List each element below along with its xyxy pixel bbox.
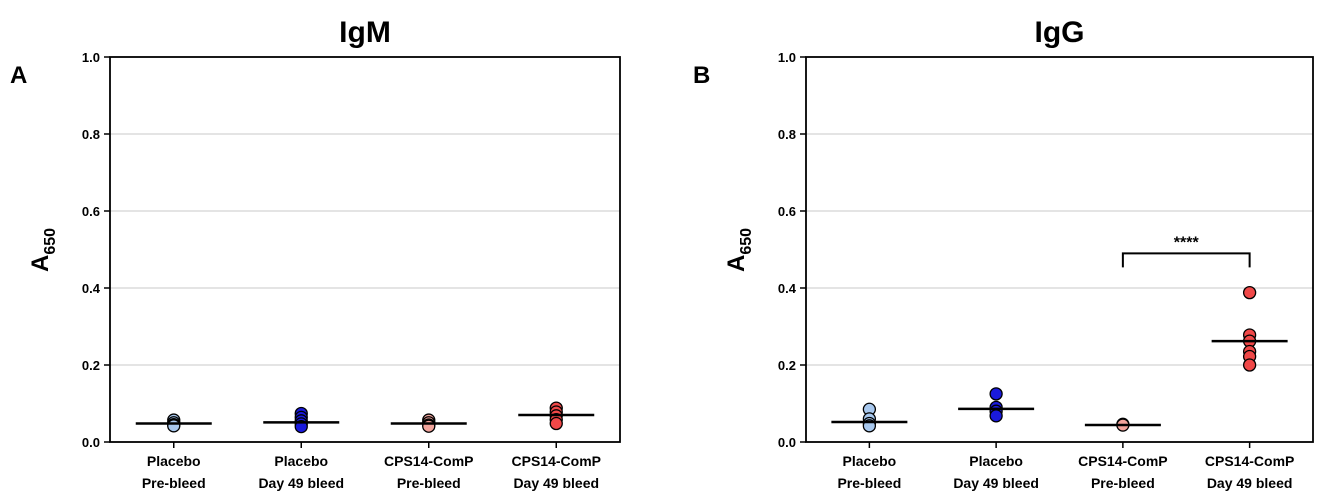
y-axis-label: A650	[27, 228, 59, 272]
x-category-label-line2: Day 49 bleed	[513, 475, 599, 491]
y-axis-label-subscript: 650	[738, 228, 755, 255]
panel-b: IgG B 0.0 0.2 0.4 0.6 0.8 1.0 A650 Placebo Pre-ble…	[693, 16, 1314, 491]
panel-a: IgMA0.00.20.40.60.81.0A650PlaceboPre-ble…	[10, 16, 621, 491]
x-category-label-line2: Day 49 bleed	[1207, 475, 1293, 491]
data-point	[989, 387, 1003, 401]
y-tick-label: 0.8	[778, 127, 796, 142]
panel-label: A	[10, 62, 27, 89]
x-category-label-line2: Day 49 bleed	[953, 475, 1039, 491]
y-tick-label: 0.8	[82, 127, 100, 142]
data-point	[1242, 358, 1257, 372]
y-axis-label-main: A	[27, 255, 54, 272]
plot-frame	[109, 56, 621, 443]
significance-label: ****	[1174, 234, 1200, 251]
data-point	[1242, 285, 1257, 300]
y-tick-label: 0.6	[82, 204, 100, 219]
y-tick-label: 0.2	[778, 358, 796, 373]
y-tick-label: 0.2	[82, 358, 100, 373]
x-category-label-line2: Pre-bleed	[142, 475, 206, 491]
data-point	[167, 419, 181, 433]
y-tick-label: 1.0	[82, 50, 100, 65]
y-axis-label-subscript: 650	[42, 228, 59, 255]
x-category-label-line1: Placebo	[147, 453, 201, 469]
x-category-label-line1: CPS14-ComP	[1205, 453, 1294, 469]
y-tick-label: 0.4	[778, 281, 797, 296]
y-axis-label: A650	[723, 228, 755, 272]
panel-label: B	[693, 62, 710, 89]
y-tick-label: 0.4	[82, 281, 101, 296]
x-category-label-line1: Placebo	[969, 453, 1023, 469]
data-point	[989, 409, 1003, 423]
x-category-label-line1: Placebo	[843, 453, 897, 469]
x-category-label-line1: CPS14-ComP	[1078, 453, 1167, 469]
significance-bracket	[1121, 252, 1251, 268]
chart-title: IgG	[1035, 16, 1085, 49]
x-category-label-line2: Pre-bleed	[397, 475, 461, 491]
data-point	[422, 419, 436, 433]
x-category-label-line2: Pre-bleed	[837, 475, 901, 491]
x-category-label-line2: Pre-bleed	[1091, 475, 1155, 491]
x-category-label-line2: Day 49 bleed	[258, 475, 344, 491]
y-tick-label: 0.0	[778, 435, 796, 450]
y-tick-label: 1.0	[778, 50, 796, 65]
chart-title: IgM	[339, 16, 391, 49]
y-tick-label: 0.0	[82, 435, 100, 450]
plot-frame	[805, 56, 1314, 443]
x-category-label-line1: CPS14-ComP	[384, 453, 473, 469]
x-category-label-line1: Placebo	[274, 453, 328, 469]
y-axis-label-main: A	[723, 255, 750, 272]
y-tick-label: 0.6	[778, 204, 796, 219]
x-category-label-line1: CPS14-ComP	[512, 453, 601, 469]
data-point	[549, 416, 563, 431]
